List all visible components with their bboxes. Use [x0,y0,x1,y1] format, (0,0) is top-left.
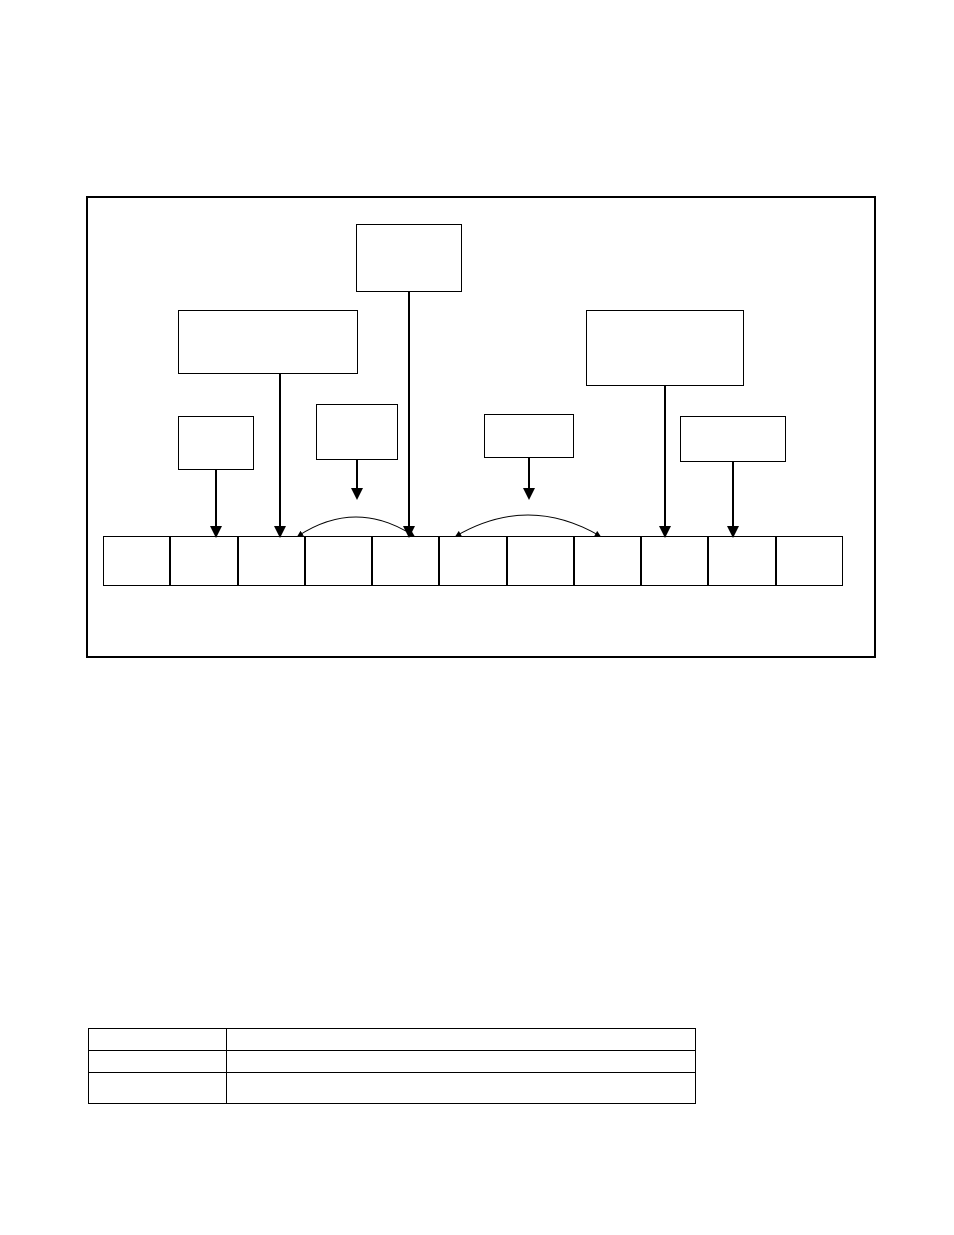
node-small-far-left [178,416,254,470]
node-top-center [356,224,462,292]
cell [305,536,372,586]
table-row-divider-1 [88,1050,696,1051]
node-mid-left [178,310,358,374]
cell [574,536,641,586]
cell [641,536,708,586]
cell [708,536,775,586]
cell [170,536,237,586]
cell [238,536,305,586]
node-small-left-center [316,404,398,460]
table-row-divider-2 [88,1072,696,1073]
node-small-center [484,414,574,458]
cell [776,536,843,586]
cell [439,536,506,586]
cell [372,536,439,586]
cell [103,536,170,586]
table-col-divider [226,1028,227,1104]
node-mid-right [586,310,744,386]
node-small-right [680,416,786,462]
table-frame [88,1028,696,1104]
cell [507,536,574,586]
